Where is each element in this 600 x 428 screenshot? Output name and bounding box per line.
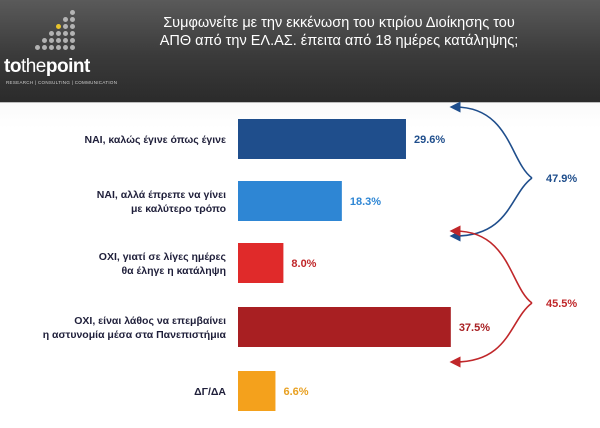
logo-dot [56, 45, 61, 50]
logo-dot [70, 24, 75, 29]
brand-name: tothepoint [4, 56, 90, 77]
chart-title-line-2: ΑΠΘ από την ΕΛ.ΑΣ. έπειτα από 18 ημέρες … [159, 33, 519, 49]
bar-4 [238, 371, 276, 411]
group-total-label-0: 47.9% [546, 173, 577, 185]
value-label-0: 29.6% [414, 134, 445, 146]
logo-dot [63, 38, 68, 43]
logo-dot [63, 17, 68, 22]
value-label-1: 18.3% [350, 196, 381, 208]
group-brace-top-0 [449, 101, 533, 179]
group-brace-top-1 [449, 225, 533, 304]
logo-dot [63, 24, 68, 29]
category-label-3-0: ΟΧΙ, είναι λάθος να επεμβαίνει [74, 315, 226, 327]
logo-dot [63, 31, 68, 36]
category-label-0-0: ΝΑΙ, καλώς έγινε όπως έγινε [84, 134, 226, 146]
category-label-3-1: η αστυνομία μέσα στα Πανεπιστήμια [43, 329, 227, 341]
bar-2 [238, 243, 284, 283]
bar-0 [238, 119, 406, 159]
group-brace-bottom-1 [449, 302, 533, 368]
group-brace-bottom-0 [449, 177, 533, 242]
brand-logo: tothepoint RESEARCH | CONSULTING | COMMU… [0, 0, 117, 102]
bar-3 [238, 307, 451, 347]
category-label-4-0: ΔΓ/ΔΑ [194, 386, 226, 398]
logo-dot [56, 38, 61, 43]
bar-1 [238, 181, 342, 221]
value-label-2: 8.0% [291, 258, 316, 270]
category-label-2-0: ΟΧΙ, γιατί σε λίγες ημέρες [99, 251, 227, 263]
group-total-label-1: 45.5% [546, 298, 577, 310]
logo-dot [49, 31, 54, 36]
logo-dot-grid [28, 10, 75, 50]
chart-title: Συμφωνείτε με την εκκένωση του κτιρίου Δ… [124, 14, 554, 50]
logo-dot [70, 17, 75, 22]
category-label-1-0: ΝΑΙ, αλλά έπρεπε να γίνει [97, 189, 226, 201]
logo-dot [70, 31, 75, 36]
value-label-4: 6.6% [283, 386, 308, 398]
header-banner: tothepoint RESEARCH | CONSULTING | COMMU… [0, 0, 600, 102]
logo-dot [56, 24, 61, 29]
logo-dot [49, 38, 54, 43]
category-label-2-1: θα έληγε η κατάληψη [122, 265, 227, 277]
logo-dot [70, 10, 75, 15]
logo-dot [70, 38, 75, 43]
logo-dot [42, 38, 47, 43]
chart-title-line-1: Συμφωνείτε με την εκκένωση του κτιρίου Δ… [163, 15, 515, 31]
header-divider [0, 102, 600, 103]
logo-dot [63, 45, 68, 50]
logo-dot [70, 45, 75, 50]
logo-dot [35, 45, 40, 50]
value-label-3: 37.5% [459, 322, 490, 334]
brand-tagline: RESEARCH | CONSULTING | COMMUNICATION [6, 80, 118, 85]
logo-dot [42, 45, 47, 50]
category-label-1-1: με καλύτερο τρόπο [131, 203, 226, 215]
logo-dot [49, 45, 54, 50]
logo-dot [56, 31, 61, 36]
